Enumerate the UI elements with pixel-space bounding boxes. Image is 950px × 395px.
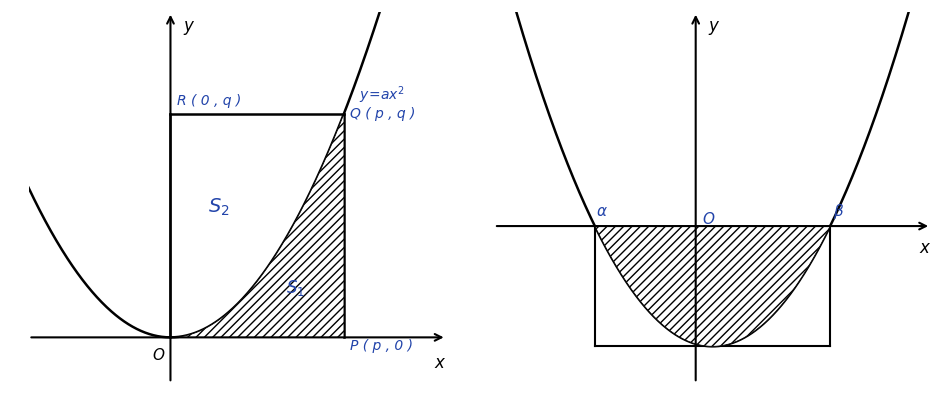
Text: x: x: [434, 354, 445, 372]
Text: y: y: [183, 17, 193, 36]
Text: $S_2$: $S_2$: [208, 197, 230, 218]
Polygon shape: [595, 226, 830, 346]
Text: O: O: [702, 212, 714, 227]
Text: $y\!=\!ax^2$: $y\!=\!ax^2$: [359, 84, 405, 105]
Text: O: O: [153, 348, 164, 363]
Text: x: x: [919, 239, 929, 257]
Text: y: y: [709, 17, 719, 36]
Text: P ( p , 0 ): P ( p , 0 ): [351, 339, 413, 352]
Text: α: α: [597, 204, 606, 219]
Text: β: β: [833, 204, 843, 219]
Polygon shape: [170, 114, 344, 337]
Text: Q ( p , q ): Q ( p , q ): [351, 107, 416, 120]
Text: R ( 0 , q ): R ( 0 , q ): [177, 94, 241, 109]
Text: $S_1$: $S_1$: [286, 278, 305, 298]
